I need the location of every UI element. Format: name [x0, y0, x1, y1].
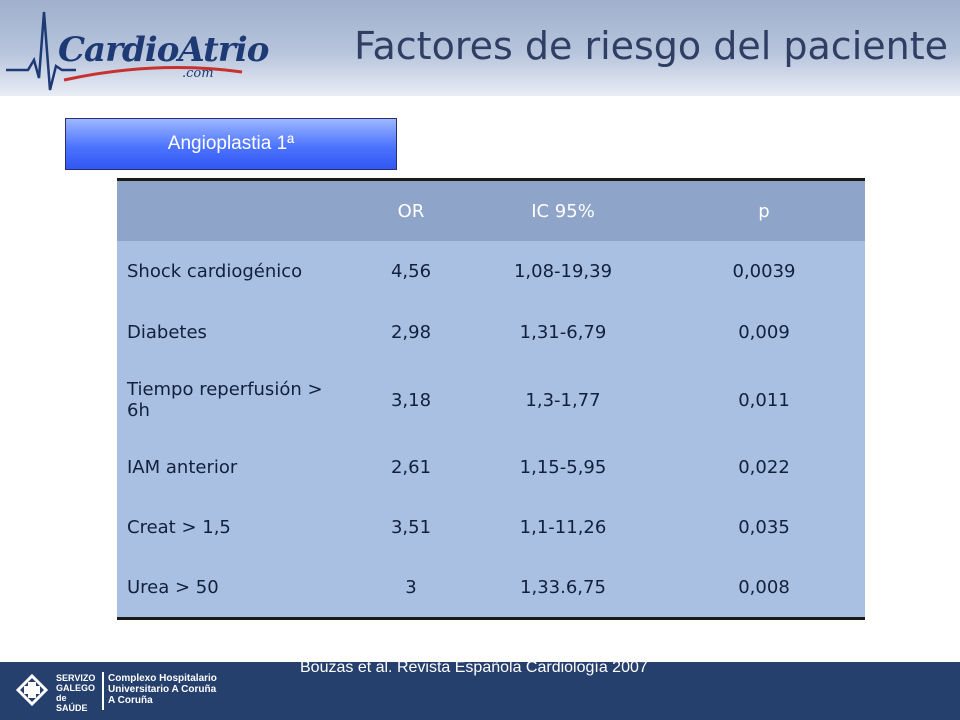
column-header-p: p [663, 179, 865, 241]
footer-hospital-line: A Coruña [108, 695, 153, 706]
table-row: Urea > 50 3 1,33.6,75 0,008 [117, 557, 865, 619]
logo-subtext: .com [182, 66, 214, 81]
cell-factor: Creat > 1,5 [117, 497, 359, 557]
cell-or: 3,18 [359, 362, 463, 438]
sergas-logo [14, 670, 274, 714]
cell-ic95: 1,3-1,77 [463, 362, 663, 438]
footer-hospital-line: Universitario A Coruña [108, 684, 217, 695]
column-header-factor [117, 179, 359, 241]
cell-p: 0,011 [663, 362, 865, 438]
sergas-cross-icon [15, 673, 49, 707]
column-header-or: OR [359, 179, 463, 241]
cell-p: 0,0039 [663, 241, 865, 302]
subtitle-text: Angioplastia 1ª [167, 133, 295, 154]
footer-org-line: GALEGO [56, 683, 96, 693]
cell-ic95: 1,1-11,26 [463, 497, 663, 557]
cell-p: 0,022 [663, 438, 865, 497]
citation-text: Bouzas et al. Revista Española Cardiolog… [300, 659, 648, 676]
page-title: Factores de riesgo del paciente [354, 24, 948, 68]
table-row: Shock cardiogénico 4,56 1,08-19,39 0,003… [117, 241, 865, 302]
logo-text: CardioAtrio [58, 30, 269, 70]
footer-hospital-line: Complexo Hospitalario [108, 673, 217, 684]
subtitle-box: Angioplastia 1ª [65, 118, 397, 170]
cell-factor: Urea > 50 [117, 557, 359, 619]
footer-org-line: SERVIZO [56, 673, 96, 683]
table-row: Diabetes 2,98 1,31-6,79 0,009 [117, 302, 865, 362]
cell-factor: Diabetes [117, 302, 359, 362]
footer-divider [102, 672, 104, 710]
cell-factor: Shock cardiogénico [117, 241, 359, 302]
cell-ic95: 1,31-6,79 [463, 302, 663, 362]
risk-factors-table: OR IC 95% p Shock cardiogénico 4,56 1,08… [117, 178, 865, 620]
table-header-row: OR IC 95% p [117, 179, 865, 241]
footer-org-name: SERVIZO GALEGO de SAÚDE [56, 673, 100, 713]
cardioatrio-logo [6, 8, 256, 94]
column-header-ic95: IC 95% [463, 179, 663, 241]
cell-or: 2,61 [359, 438, 463, 497]
cell-or: 2,98 [359, 302, 463, 362]
cell-factor: Tiempo reperfusión > 6h [117, 362, 359, 438]
footer-org-line: de SAÚDE [56, 693, 88, 713]
cell-p: 0,035 [663, 497, 865, 557]
cell-or: 3 [359, 557, 463, 619]
cell-or: 3,51 [359, 497, 463, 557]
table-row: Creat > 1,5 3,51 1,1-11,26 0,035 [117, 497, 865, 557]
cell-ic95: 1,08-19,39 [463, 241, 663, 302]
heartbeat-icon [6, 11, 243, 91]
cell-or: 4,56 [359, 241, 463, 302]
cell-ic95: 1,15-5,95 [463, 438, 663, 497]
cell-p: 0,009 [663, 302, 865, 362]
cell-ic95: 1,33.6,75 [463, 557, 663, 619]
cell-factor: IAM anterior [117, 438, 359, 497]
cell-p: 0,008 [663, 557, 865, 619]
footer-hospital-name: Complexo Hospitalario Universitario A Co… [108, 673, 248, 706]
table-row: Tiempo reperfusión > 6h 3,18 1,3-1,77 0,… [117, 362, 865, 438]
footer-band [0, 662, 960, 720]
table-row: IAM anterior 2,61 1,15-5,95 0,022 [117, 438, 865, 497]
header-band [0, 0, 960, 96]
